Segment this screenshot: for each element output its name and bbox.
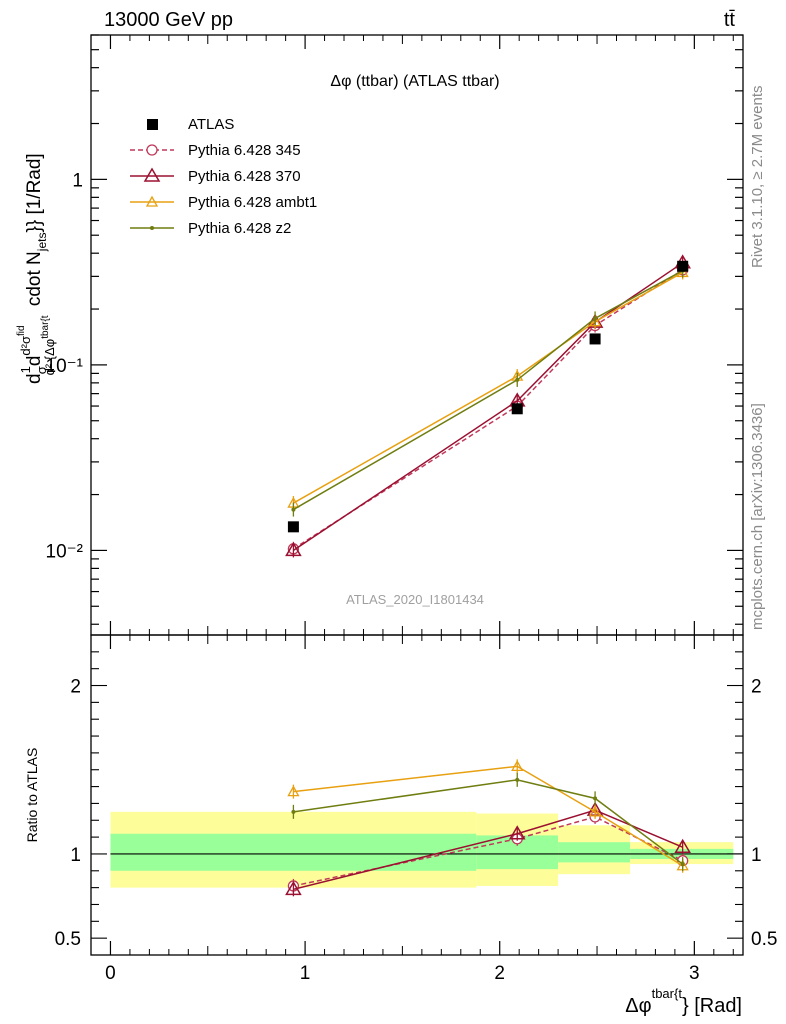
series-3 <box>291 263 685 517</box>
series-line <box>292 262 684 552</box>
legend-marker-atlas <box>147 119 158 130</box>
analysis-watermark: ATLAS_2020_I1801434 <box>346 592 484 607</box>
ratio-frame <box>90 634 744 956</box>
ratio-y-tick-label-right: 0.5 <box>751 929 777 950</box>
data-point <box>287 785 300 797</box>
plot-title: Δφ (ttbar) (ATLAS ttbar) <box>330 73 499 90</box>
legend-marker <box>145 195 159 207</box>
legend-label: Pythia 6.428 ambt1 <box>188 194 317 211</box>
series-2 <box>287 265 689 511</box>
series-line <box>293 809 683 891</box>
legend-label: Pythia 6.428 370 <box>188 168 301 185</box>
ratio-y-tick-label: 1 <box>70 845 81 866</box>
ratio-y-tick-label-right: 1 <box>751 845 762 866</box>
series-line <box>293 270 684 511</box>
data-point <box>291 507 296 512</box>
y-tick-label: 10⁻² <box>46 541 84 562</box>
ratio-y-tick-label-right: 2 <box>751 677 762 698</box>
ratio-y-tick-label: 0.5 <box>55 929 81 950</box>
data-point <box>515 777 520 782</box>
x-tick-label: 0 <box>105 963 116 984</box>
ratio-y-axis-label: Ratio to ATLAS <box>24 748 40 843</box>
ratio-y-tick-label: 2 <box>70 677 81 698</box>
main-y-ticks: 1 10⁻¹ 10⁻² <box>46 34 743 635</box>
main-y-axis-label: d1σdd²σfidd² {Δφtbar{t cdot Njets}} [1/R… <box>16 153 57 384</box>
main-panel: Δφ (ttbar) (ATLAS ttbar) ATLAS_2020_I180… <box>46 34 744 636</box>
stat-uncertainty-band <box>110 833 477 871</box>
data-point <box>285 541 302 557</box>
series-line <box>293 816 684 887</box>
series-line <box>293 269 684 550</box>
x-tick-label: 2 <box>494 963 505 984</box>
ratio-y-ticks: 2 2 1 1 0.5 0.5 <box>55 651 777 950</box>
data-point <box>515 377 520 382</box>
main-plot-area <box>285 254 691 558</box>
legend-marker <box>146 144 158 156</box>
stat-uncertainty-band <box>558 842 631 863</box>
legend-label: Pythia 6.428 345 <box>188 142 301 159</box>
svg-text:d1σdd²σfidd² {Δφtbar{t cdot Nj: d1σdd²σfidd² {Δφtbar{t cdot Njets}} [1/R… <box>16 153 57 384</box>
x-axis-label: Δφtbar{t} [Rad] <box>625 986 742 1017</box>
series-1 <box>285 254 691 558</box>
energy-label: 13000 GeV pp <box>104 9 233 31</box>
rivet-version-label: Rivet 3.1.10, ≥ 2.7M events <box>749 86 766 269</box>
legend: ATLAS Pythia 6.428 345 Pythia 6.428 370 Pyt… <box>130 116 317 237</box>
atlas-data-point <box>287 521 299 533</box>
data-point <box>291 809 296 814</box>
data-point <box>511 760 524 772</box>
data-point <box>593 316 598 321</box>
x-ticks: 0 1 2 3 <box>90 635 734 984</box>
data-point <box>588 805 602 817</box>
ratio-panel: 2 2 1 1 0.5 0.5 0 1 2 3 Ratio to ATLAS <box>24 634 777 984</box>
data-point <box>593 796 598 801</box>
legend-label: ATLAS <box>188 116 234 133</box>
data-point <box>508 825 526 840</box>
svg-text:Δφtbar{t} [Rad]: Δφtbar{t} [Rad] <box>625 986 742 1017</box>
data-point <box>285 880 302 896</box>
atlas-data-point <box>677 260 689 272</box>
mcplots-label: mcplots.cern.ch [arXiv:1306.3436] <box>749 403 766 630</box>
x-tick-label: 3 <box>689 963 700 984</box>
ratio-plot-area <box>110 759 743 897</box>
data-point <box>680 862 685 867</box>
data-point <box>674 838 691 853</box>
legend-marker <box>150 226 154 230</box>
legend-label: Pythia 6.428 z2 <box>188 220 291 237</box>
atlas-data-point <box>589 333 601 345</box>
x-tick-label: 1 <box>300 963 311 984</box>
series-3 <box>291 772 685 872</box>
legend-marker <box>143 167 161 182</box>
series-line <box>293 779 684 865</box>
atlas-data-point <box>511 403 523 415</box>
y-tick-label: 10⁻¹ <box>46 356 84 377</box>
y-tick-label: 1 <box>72 170 83 191</box>
series-0 <box>287 262 689 556</box>
process-label: tt̄ <box>724 9 736 31</box>
